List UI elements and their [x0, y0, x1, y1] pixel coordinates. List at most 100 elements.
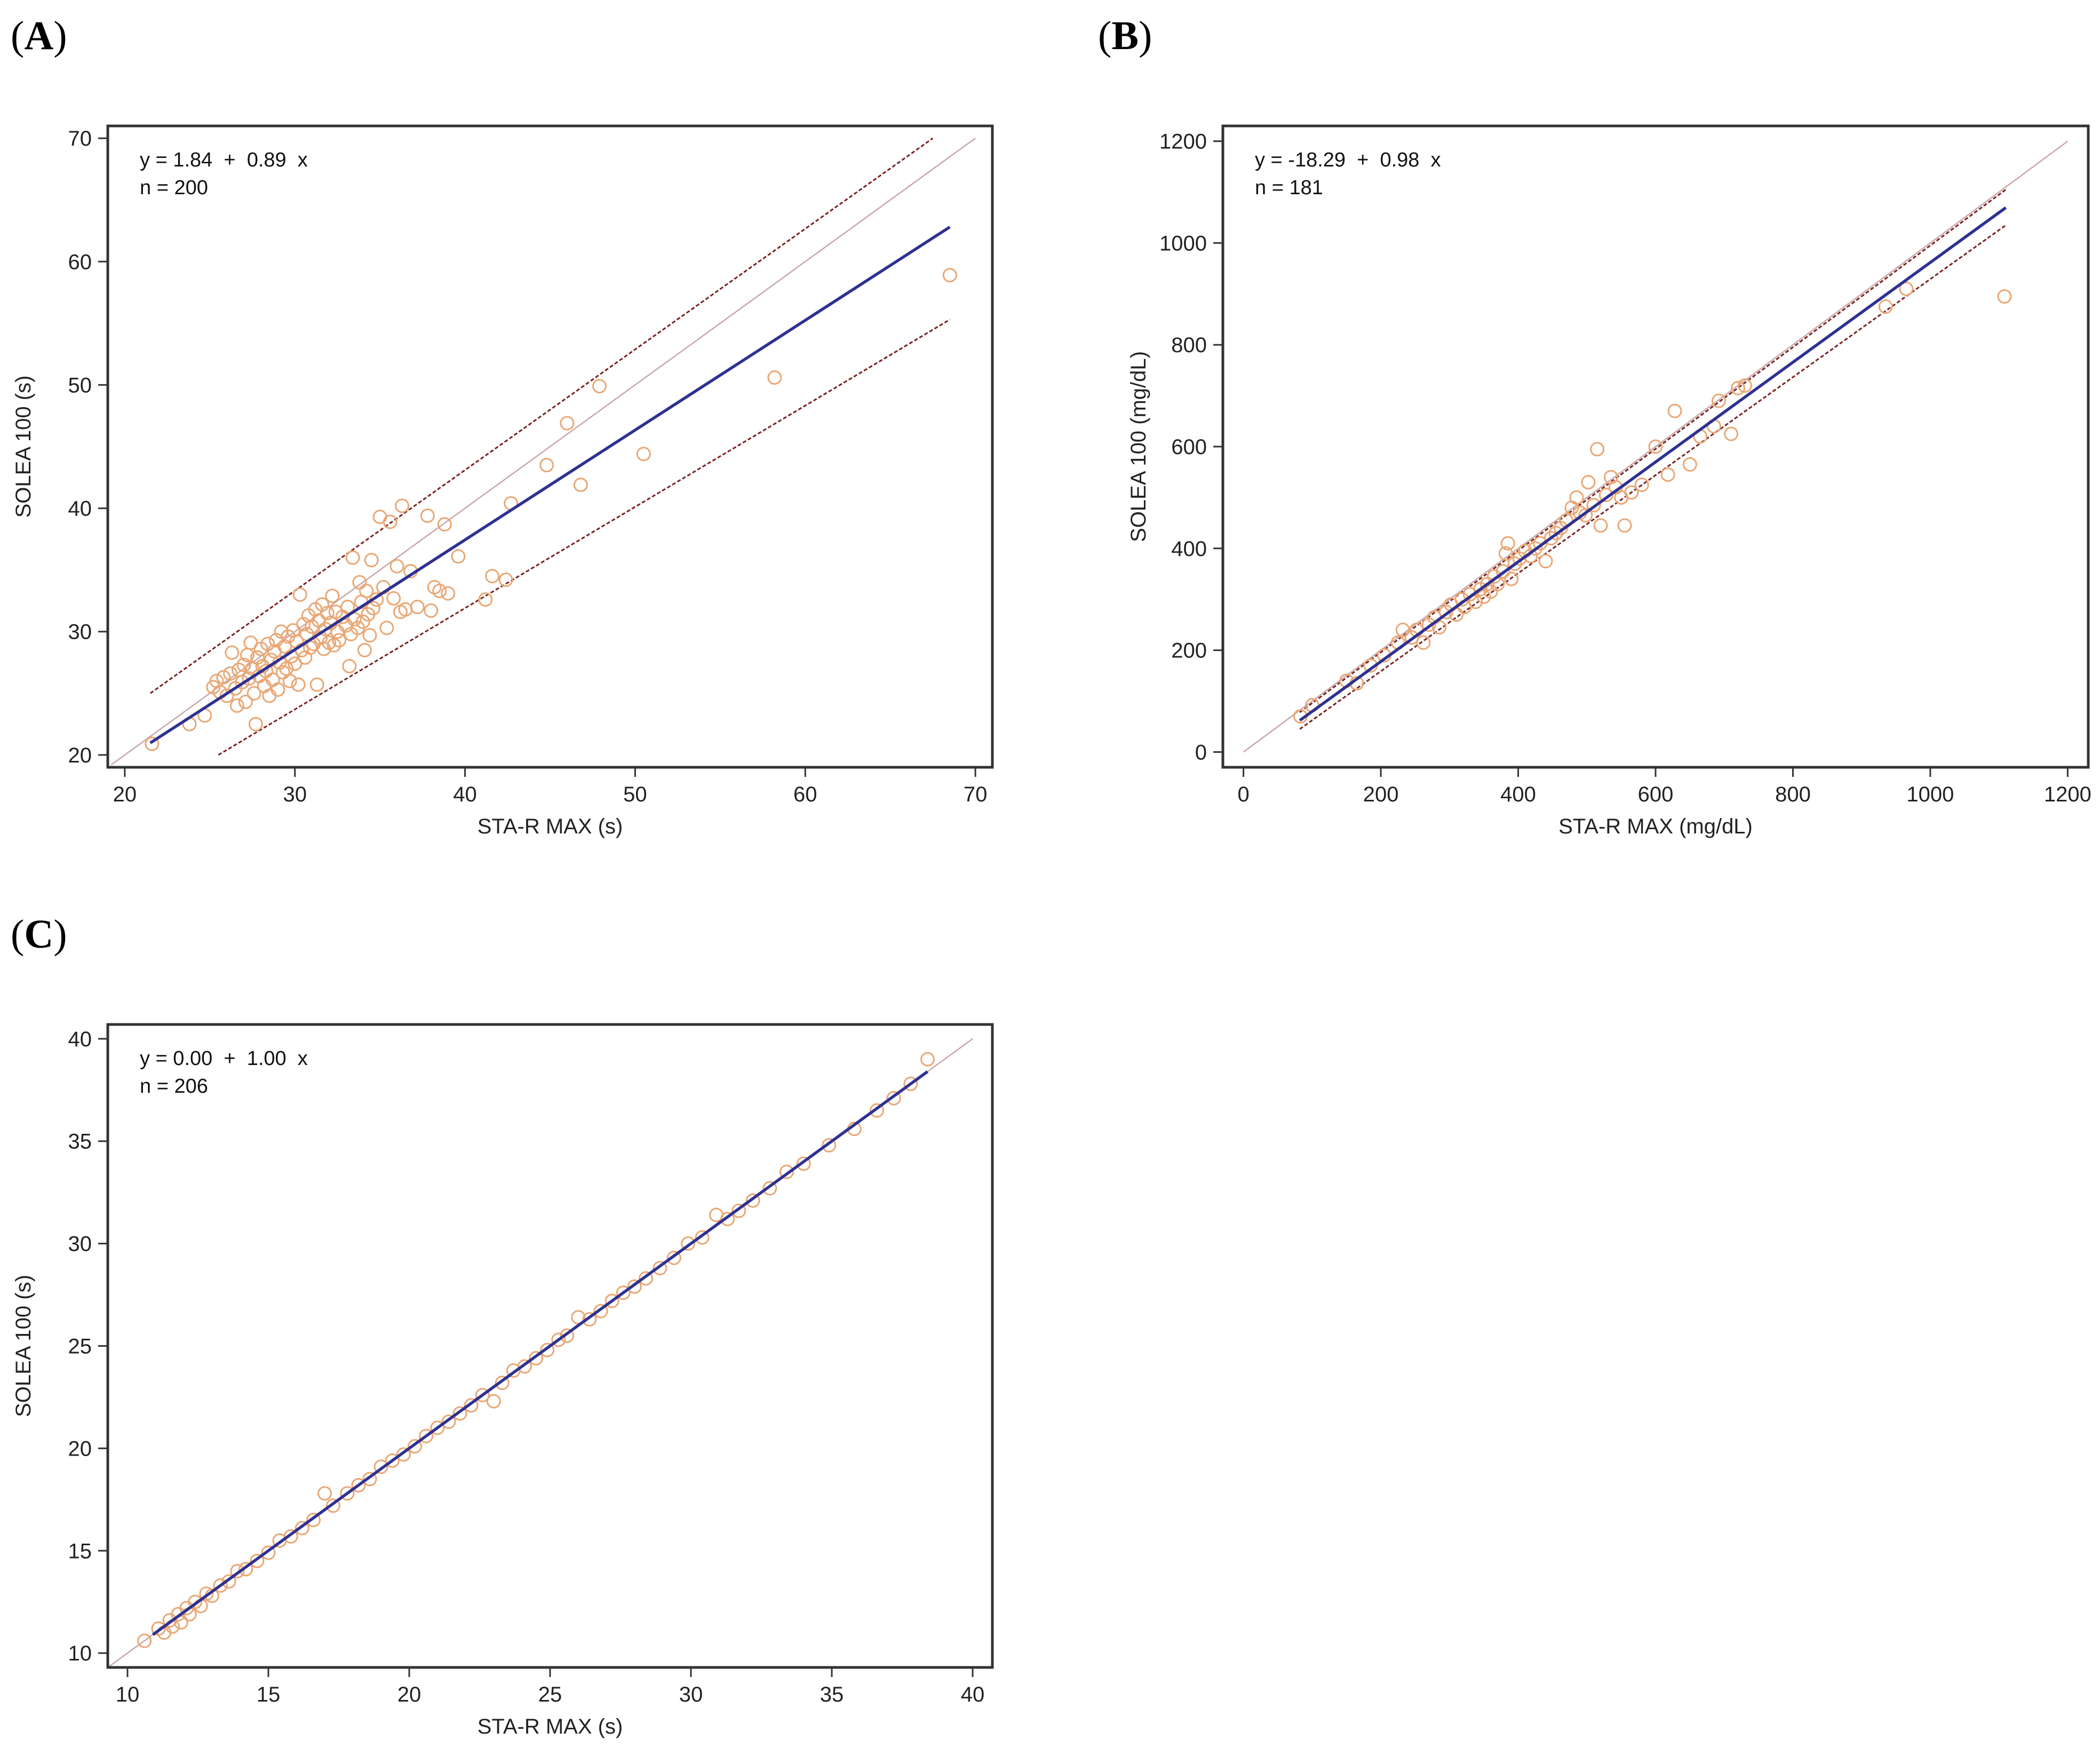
- data-point: [223, 666, 238, 681]
- data-point: [351, 1477, 366, 1492]
- data-point: [495, 1376, 510, 1391]
- x-tick-label: 20: [113, 783, 137, 806]
- y-tick-label: 40: [68, 497, 92, 521]
- ci-lower-line: [1299, 224, 2007, 730]
- data-point: [325, 1498, 340, 1513]
- data-point: [1498, 546, 1513, 561]
- y-tick-label: 40: [68, 1028, 92, 1051]
- data-point: [1404, 630, 1419, 645]
- data-point: [1593, 518, 1608, 533]
- data-point: [942, 268, 957, 283]
- data-point: [639, 1271, 654, 1286]
- y-tick-label: 60: [68, 250, 92, 274]
- data-point: [238, 694, 253, 709]
- y-axis-title: SOLEA 100 (s): [12, 1275, 35, 1417]
- data-point: [573, 478, 588, 492]
- data-point: [262, 688, 277, 703]
- data-point: [379, 621, 394, 635]
- data-point: [277, 639, 292, 654]
- data-point: [225, 645, 240, 660]
- x-tick-label: 20: [397, 1683, 421, 1706]
- data-point: [1468, 594, 1483, 609]
- x-tick-label: 15: [257, 1683, 281, 1706]
- data-point: [288, 656, 303, 671]
- x-tick-label: 50: [623, 783, 647, 806]
- identity-line: [110, 138, 976, 766]
- data-point: [355, 614, 370, 629]
- data-point: [342, 658, 357, 673]
- data-point: [362, 1472, 377, 1487]
- data-point: [452, 1406, 467, 1421]
- data-point: [1899, 281, 1914, 296]
- data-point: [364, 553, 379, 568]
- data-point: [745, 1193, 760, 1208]
- data-point: [1667, 403, 1682, 418]
- data-point: [560, 1328, 575, 1343]
- data-point: [236, 657, 251, 672]
- data-point: [731, 1203, 746, 1218]
- data-point: [357, 642, 372, 657]
- data-point: [441, 586, 456, 601]
- y-tick-label: 30: [68, 1233, 92, 1256]
- y-tick-label: 25: [68, 1335, 92, 1358]
- data-point: [529, 1351, 544, 1366]
- data-point: [340, 1486, 355, 1501]
- data-point: [250, 650, 265, 665]
- y-tick-label: 30: [68, 621, 92, 644]
- data-point: [1438, 605, 1453, 619]
- data-point: [779, 1164, 794, 1179]
- data-point: [1997, 289, 2012, 304]
- data-point: [903, 1076, 918, 1091]
- data-point: [464, 1398, 479, 1413]
- data-point: [291, 677, 306, 692]
- data-point: [327, 638, 341, 653]
- sample-size-label: n = 200: [140, 177, 208, 199]
- data-point: [365, 601, 380, 616]
- x-tick-label: 25: [538, 1683, 562, 1706]
- data-point: [475, 1388, 490, 1403]
- panel-label-open-paren: (: [11, 13, 24, 58]
- panel-label-open-paren: (: [1098, 13, 1111, 58]
- data-point: [822, 1138, 837, 1153]
- data-point: [720, 1212, 735, 1227]
- y-tick-label: 200: [1171, 639, 1207, 663]
- data-point: [325, 589, 340, 603]
- panel-b: (B) 0 200 400 600 800 1000 1200 0 200 400 600 800 100…: [1098, 13, 2091, 838]
- regression-line: [152, 1070, 929, 1636]
- data-point: [1624, 485, 1639, 500]
- regression-line: [149, 226, 951, 744]
- data-point: [560, 416, 575, 431]
- data-point: [1500, 536, 1515, 551]
- data-point: [306, 1513, 321, 1528]
- x-tick-label: 400: [1500, 783, 1536, 806]
- data-point: [1586, 498, 1601, 513]
- data-point: [298, 650, 313, 665]
- data-point: [410, 600, 425, 614]
- data-point: [309, 677, 324, 692]
- data-point: [437, 517, 452, 532]
- x-tick-label: 200: [1363, 783, 1399, 806]
- data-point: [1496, 564, 1510, 579]
- data-point: [1737, 378, 1752, 393]
- plot-frame: [106, 124, 994, 769]
- data-point: [1569, 490, 1584, 505]
- x-tick-label: 35: [820, 1683, 844, 1706]
- data-point: [762, 1181, 777, 1196]
- data-point: [261, 1545, 276, 1560]
- y-tick-label: 15: [68, 1539, 92, 1563]
- data-point: [432, 583, 447, 598]
- panel-label-letter: A: [24, 13, 53, 58]
- data-point: [219, 688, 234, 703]
- data-point: [592, 379, 607, 394]
- data-point: [320, 606, 335, 621]
- data-point: [1682, 457, 1697, 472]
- data-point: [478, 592, 493, 607]
- x-tick-label: 40: [453, 783, 477, 806]
- data-point: [1730, 380, 1745, 395]
- data-point: [539, 458, 554, 473]
- plot-area: [1243, 140, 2069, 753]
- panel-label-open-paren: (: [11, 912, 24, 957]
- data-point: [1617, 518, 1632, 533]
- y-tick-label: 50: [68, 374, 92, 397]
- data-point: [616, 1285, 631, 1300]
